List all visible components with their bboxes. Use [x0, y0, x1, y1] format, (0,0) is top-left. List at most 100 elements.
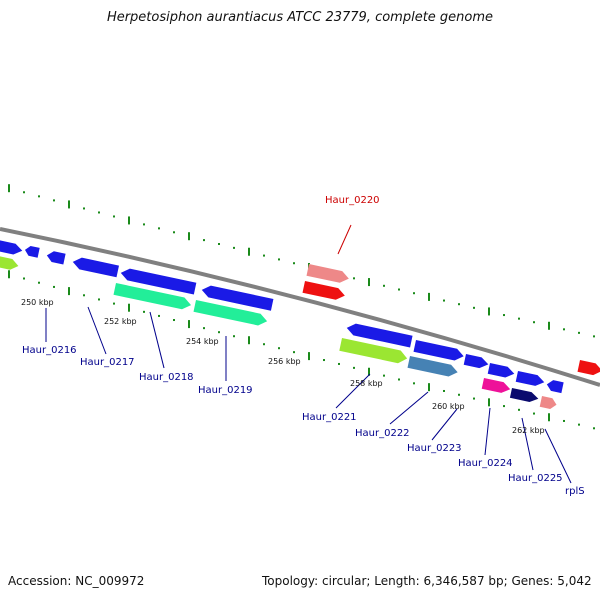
cds-arrow[interactable] — [0, 240, 23, 256]
minor-tick — [158, 227, 160, 230]
cds-arrow-forward[interactable] — [302, 281, 347, 301]
minor-tick — [338, 362, 340, 365]
cds-box[interactable] — [339, 338, 408, 365]
major-tick — [368, 278, 370, 287]
minor-tick — [503, 405, 505, 408]
tick-label: 254 kbp — [186, 337, 219, 346]
minor-tick — [98, 298, 100, 301]
minor-tick — [23, 191, 25, 194]
cds-arrow[interactable] — [413, 340, 465, 362]
leader-line — [431, 408, 458, 441]
minor-tick — [113, 302, 115, 305]
minor-tick — [38, 195, 40, 198]
minor-tick — [83, 294, 85, 297]
label-leaders — [45, 224, 572, 484]
minor-tick — [563, 419, 565, 422]
minor-tick — [173, 319, 175, 322]
minor-tick — [233, 246, 235, 249]
minor-tick — [203, 327, 205, 330]
gene-label-haur-0220[interactable]: Haur_0220 — [325, 195, 380, 206]
leader-line — [389, 391, 429, 425]
minor-tick — [503, 314, 505, 317]
minor-tick — [53, 285, 55, 288]
gene-label-rpls[interactable]: rplS — [565, 486, 585, 497]
minor-tick — [443, 299, 445, 302]
gene-label-haur-0218[interactable]: Haur_0218 — [139, 372, 194, 383]
gene-label-haur-0217[interactable]: Haur_0217 — [80, 357, 135, 368]
minor-tick — [353, 277, 355, 280]
minor-tick — [413, 292, 415, 295]
minor-tick — [113, 215, 115, 218]
minor-tick — [158, 314, 160, 317]
minor-tick — [98, 211, 100, 214]
gene-label-haur-0223[interactable]: Haur_0223 — [407, 443, 462, 454]
feature-track — [0, 240, 600, 410]
major-tick — [248, 336, 250, 345]
cds-arrow[interactable] — [515, 371, 546, 388]
gene-label-haur-0225[interactable]: Haur_0225 — [508, 473, 563, 484]
gene-label-haur-0216[interactable]: Haur_0216 — [22, 345, 77, 356]
major-tick — [128, 303, 130, 312]
cds-box[interactable] — [113, 283, 193, 311]
major-tick — [188, 320, 190, 329]
tick-label: 250 kbp — [21, 298, 54, 307]
minor-tick — [398, 378, 400, 381]
gene-label-haur-0221[interactable]: Haur_0221 — [302, 412, 357, 423]
minor-tick — [263, 254, 265, 257]
minor-tick — [578, 423, 580, 426]
cds-box[interactable] — [193, 300, 269, 327]
minor-tick — [203, 239, 205, 242]
minor-tick — [83, 207, 85, 210]
major-tick — [548, 413, 550, 422]
minor-tick — [473, 397, 475, 400]
major-tick — [488, 398, 490, 407]
leader-line — [484, 407, 491, 456]
cds-box[interactable] — [407, 356, 459, 378]
minor-tick — [563, 328, 565, 331]
minor-tick — [398, 288, 400, 291]
gene-label-haur-0222[interactable]: Haur_0222 — [355, 428, 410, 439]
cds-arrow[interactable] — [201, 284, 274, 311]
major-tick — [8, 270, 10, 279]
leader-line — [337, 224, 352, 255]
minor-tick — [413, 382, 415, 385]
minor-tick — [533, 321, 535, 324]
cds-arrow[interactable] — [463, 354, 490, 370]
genome-backbone — [0, 227, 600, 387]
gene-label-haur-0219[interactable]: Haur_0219 — [198, 385, 253, 396]
minor-tick — [323, 359, 325, 362]
minor-tick — [593, 335, 595, 338]
minor-tick — [383, 284, 385, 287]
cds-box[interactable] — [306, 264, 351, 284]
minor-tick — [173, 231, 175, 234]
minor-tick — [593, 427, 595, 430]
cds-arrow[interactable] — [546, 379, 564, 394]
minor-tick — [278, 347, 280, 350]
genome-summary-text: Topology: circular; Length: 6,346,587 bp… — [262, 574, 592, 588]
cds-arrow[interactable] — [346, 322, 413, 348]
cds-box[interactable] — [509, 388, 539, 404]
cds-arrow[interactable] — [120, 267, 197, 295]
minor-tick — [443, 389, 445, 392]
cds-arrow[interactable] — [487, 363, 516, 379]
major-tick — [308, 352, 310, 361]
minor-tick — [518, 317, 520, 320]
cds-arrow[interactable] — [46, 250, 66, 265]
minor-tick — [23, 277, 25, 280]
cds-arrow[interactable] — [72, 256, 119, 278]
gene-label-haur-0224[interactable]: Haur_0224 — [458, 458, 513, 469]
cds-box[interactable] — [481, 378, 512, 395]
minor-tick — [293, 351, 295, 354]
minor-tick — [53, 199, 55, 202]
leader-line — [87, 306, 107, 355]
major-tick — [248, 247, 250, 256]
major-tick — [428, 383, 430, 392]
tick-label: 256 kbp — [268, 357, 301, 366]
cds-box[interactable] — [0, 256, 20, 271]
tick-label: 252 kbp — [104, 317, 137, 326]
major-tick — [188, 232, 190, 241]
cds-arrow[interactable] — [24, 245, 40, 258]
cds-box[interactable] — [539, 396, 558, 410]
accession-text: Accession: NC_009972 — [8, 574, 145, 588]
cds-arrow-forward[interactable] — [577, 360, 600, 377]
